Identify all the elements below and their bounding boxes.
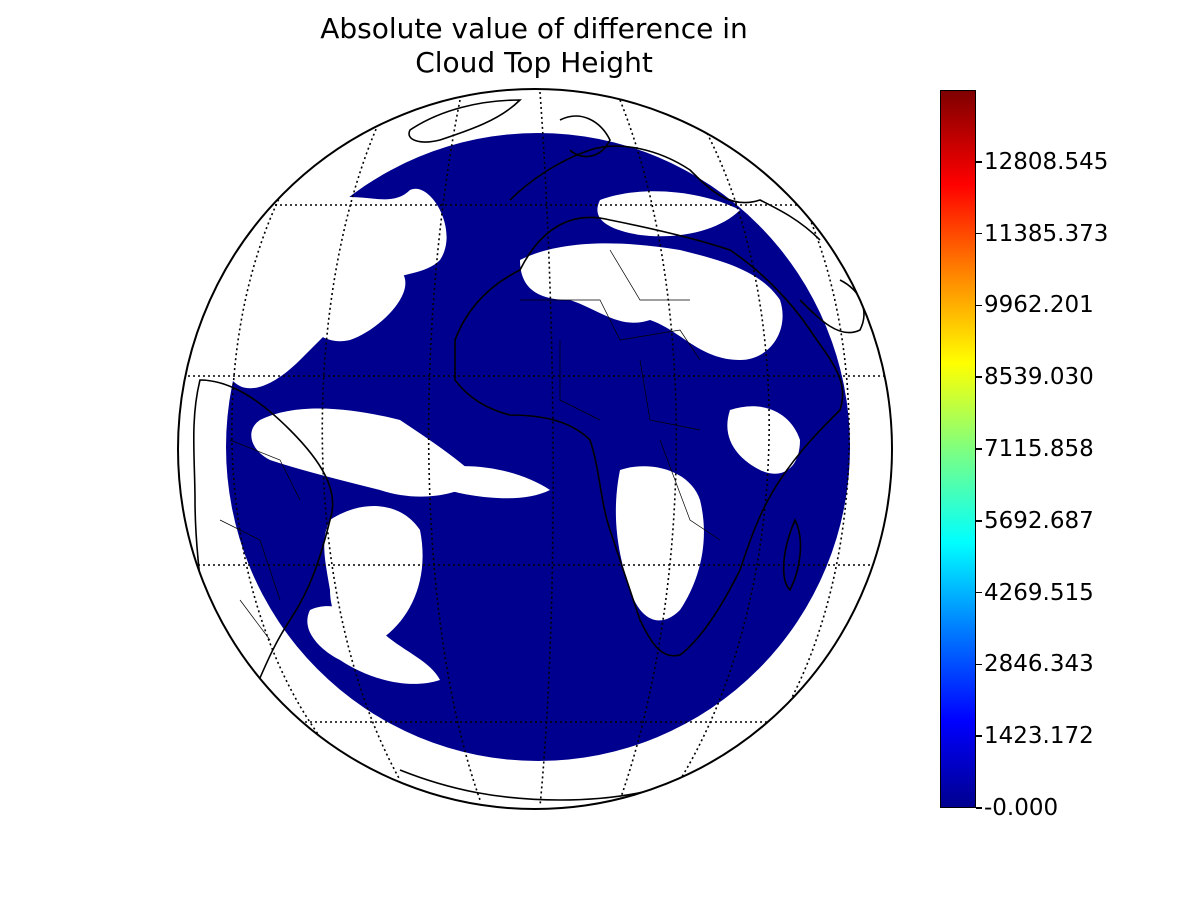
colorbar-tick <box>976 161 982 163</box>
borders <box>219 249 721 641</box>
chart-title-line-2: Cloud Top Height <box>415 46 653 79</box>
colorbar-tick <box>976 591 982 594</box>
colorbar-tick <box>976 735 982 737</box>
colorbar-tick-label: 8539.030 <box>984 364 1094 391</box>
colorbar-tick-label: 7115.858 <box>984 436 1094 462</box>
graticule <box>178 91 892 807</box>
no-data-regions <box>232 188 800 684</box>
colorbar-tick <box>976 520 982 522</box>
colorbar-tick-label: 11385.373 <box>984 220 1109 247</box>
colorbar-tick-label: 2846.343 <box>984 651 1094 678</box>
colorbar-tick-label: -0.000 <box>984 795 1059 821</box>
colorbar-tick <box>976 807 982 809</box>
colorbar-tick <box>976 663 982 666</box>
chart-title: Absolute value of difference in Cloud To… <box>234 12 834 80</box>
colorbar-tick-label: 1423.172 <box>984 723 1094 750</box>
colorbar-tick-label: 4269.515 <box>984 579 1094 606</box>
colorbar-tick <box>976 304 982 307</box>
colorbar-tick <box>976 376 982 378</box>
colorbar-tick <box>976 232 982 235</box>
globe-map <box>177 88 893 810</box>
globe-limb <box>177 88 893 810</box>
coastlines <box>192 99 865 801</box>
colorbar-tick <box>976 448 982 450</box>
chart-title-line-1: Absolute value of difference in <box>320 12 748 45</box>
colorbar-tick-label: 12808.545 <box>984 148 1109 175</box>
colorbar-tick-label: 9962.201 <box>984 292 1094 319</box>
colorbar-tick-label: 5692.687 <box>984 507 1094 534</box>
colorbar <box>940 90 976 808</box>
